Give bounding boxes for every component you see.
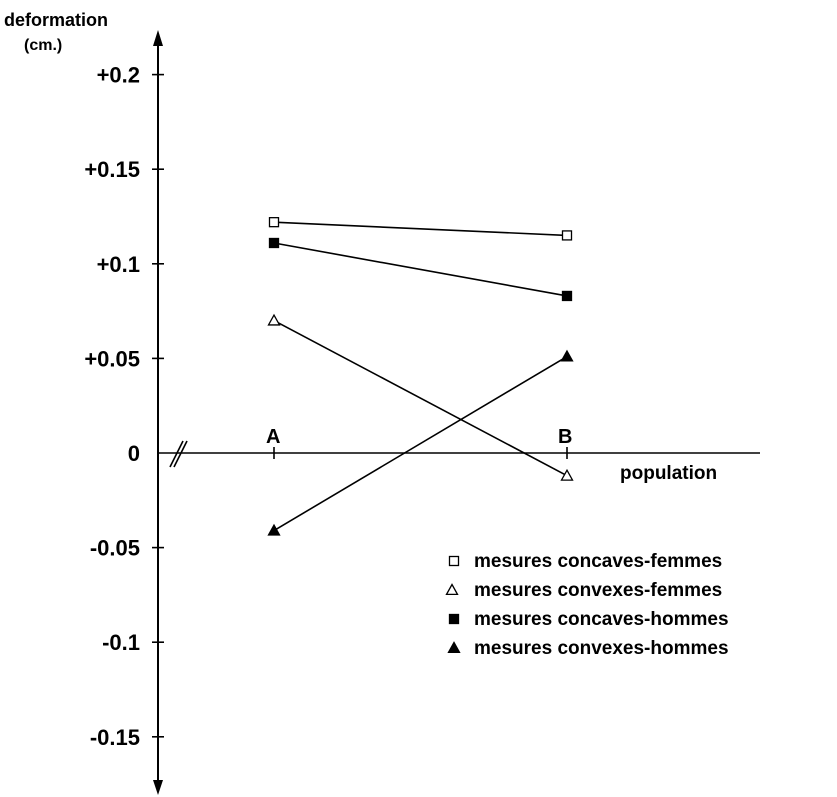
y-axis-arrow-top [153, 30, 163, 46]
series-lines [273, 221, 568, 532]
series-line-1 [273, 319, 568, 477]
legend-marker-1 [445, 583, 459, 596]
y-tick-label-2: +0.1 [97, 252, 140, 277]
axis-break-mark-1 [169, 440, 184, 468]
y-tick-label-7: -0.15 [90, 725, 140, 750]
x-axis-label: population [620, 463, 717, 484]
y-tick-label-3: +0.05 [84, 346, 140, 371]
series-0-point-b [561, 230, 573, 241]
legend-label-1: mesures convexes-femmes [474, 580, 722, 601]
axis-break-mark-2 [173, 440, 188, 468]
category-label-a: A [266, 426, 280, 448]
y-tick-label-0: +0.2 [97, 63, 140, 88]
legend-marker-3 [447, 641, 461, 654]
legend-label-2: mesures concaves-hommes [474, 609, 729, 630]
y-tick-label-4: 0 [128, 441, 140, 466]
category-label-b: B [558, 426, 572, 448]
series-line-2 [273, 242, 568, 297]
series-1-point-b [560, 468, 574, 481]
legend: mesures concaves-femmes mesures convexes-… [445, 551, 729, 659]
y-axis-label-line2: (cm.) [24, 37, 62, 54]
y-tick-label-6: -0.1 [102, 630, 140, 655]
series-1-point-a [267, 313, 281, 326]
series-2-point-a [268, 237, 280, 249]
legend-marker-0 [448, 555, 460, 567]
y-axis-arrow-bottom [153, 780, 163, 795]
legend-label-3: mesures convexes-hommes [474, 638, 729, 659]
y-tick-label-1: +0.15 [84, 157, 140, 182]
series-line-3 [273, 355, 568, 532]
series-0-point-a [268, 217, 280, 228]
series-points [267, 217, 574, 536]
legend-marker-2 [448, 613, 460, 625]
series-line-0 [273, 221, 568, 237]
y-tick-label-5: -0.05 [90, 536, 140, 561]
y-ticks: +0.2 +0.15 +0.1 +0.05 0 -0.05 -0.1 -0.15 [84, 63, 164, 750]
series-3-point-b [560, 349, 574, 362]
series-2-point-b [561, 290, 573, 302]
series-3-point-a [267, 523, 281, 536]
y-axis-label-line1: deformation [4, 10, 108, 30]
legend-label-0: mesures concaves-femmes [474, 551, 722, 572]
